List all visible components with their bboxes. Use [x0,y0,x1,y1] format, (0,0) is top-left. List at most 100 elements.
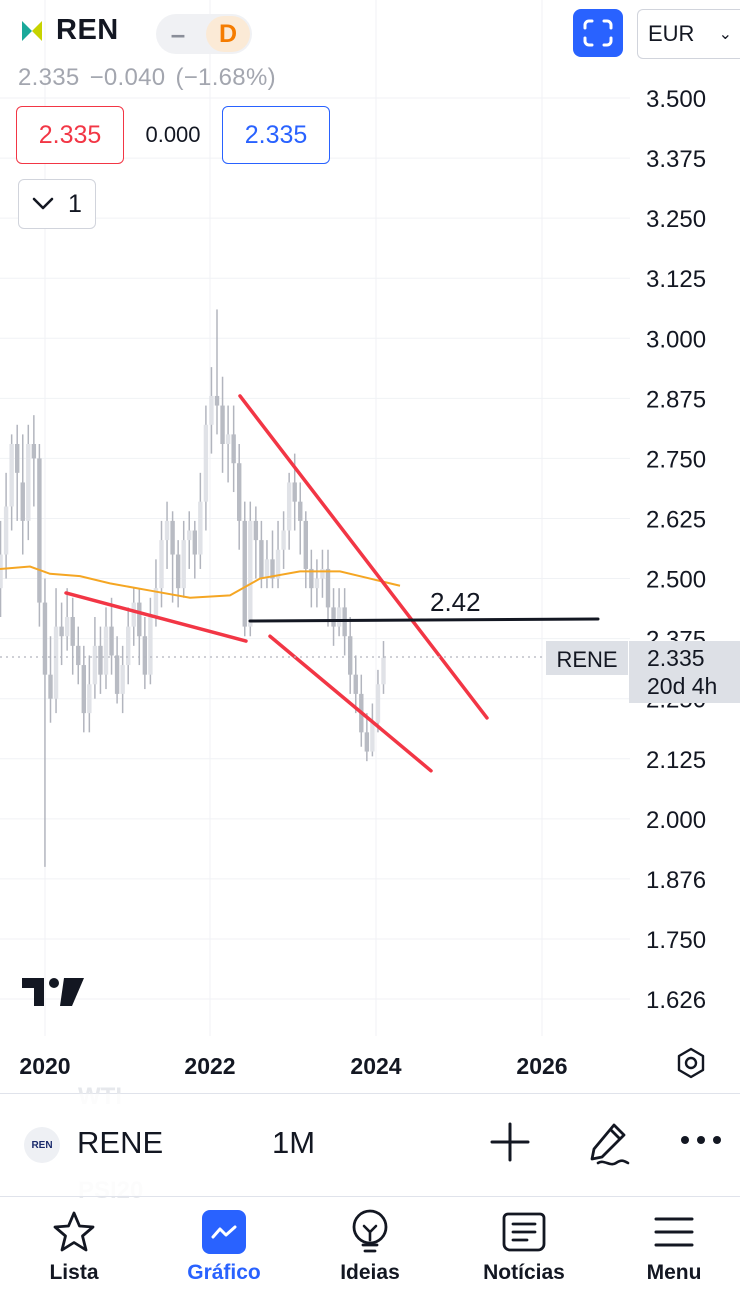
plus-icon[interactable] [489,1121,531,1168]
trendline [268,634,433,773]
candle-body [120,665,125,694]
lightbulb-icon [348,1209,392,1255]
candle-body [353,674,358,694]
candle-body [325,568,331,608]
candle-body [148,617,153,675]
buy-button[interactable]: 2.335 [222,106,330,164]
candle-body [309,568,314,589]
star-icon [51,1209,97,1255]
price-tick-label: 1.626 [646,987,706,1014]
candle-body [187,530,192,541]
candle-body [231,434,236,464]
indicators-toggle[interactable]: 1 [18,179,96,229]
more-icon[interactable] [680,1133,722,1151]
candle-body [320,568,325,579]
candle-body [248,520,253,627]
candle-body [370,722,375,752]
chevron-down-icon [32,197,54,210]
nav-item-menu[interactable]: Menu [600,1197,740,1294]
symbol-header[interactable]: REN [18,14,119,47]
candle-body [209,395,214,425]
sell-button[interactable]: 2.335 [16,106,124,164]
level-annotation-label: 2.42 [430,587,481,617]
moving-average-line [0,565,401,599]
nav-item-lista[interactable]: Lista [0,1197,148,1294]
price-tick-label: 2.625 [646,506,706,533]
chart-settings-button[interactable] [674,1046,708,1085]
candle-body [281,530,286,550]
candle-body [198,501,203,555]
candle-body [15,444,20,473]
nav-label: Notícias [483,1261,565,1284]
nav-item-noticias[interactable]: Notícias [450,1197,598,1294]
last-price: 2.335 [18,64,80,91]
currency-select[interactable]: EUR ⌄ [637,9,740,59]
candle-body [76,645,81,666]
candle-body [48,674,53,699]
interval-selector[interactable]: 1M [272,1125,316,1160]
nav-label: Ideias [340,1261,400,1284]
fullscreen-icon [583,19,613,47]
candle-body [292,482,297,502]
candle-body [109,626,114,656]
candle-body [203,424,209,502]
bottom-nav: Lista Gráfico Ideias Notícias Menu [0,1197,740,1294]
candle-body [192,530,197,555]
candle-body [70,617,75,646]
price-tick-label: 3.000 [646,326,706,353]
candle-body [303,520,308,569]
candle-body [3,506,9,555]
last-price-symbol: RENE [556,647,617,672]
fullscreen-button[interactable] [573,9,623,57]
symbol-selector[interactable]: RENE [77,1125,164,1160]
last-price-symbol-tag [546,641,628,675]
divider [0,1093,740,1094]
candle-body [331,607,336,627]
price-tick-label: 2.125 [646,747,706,774]
candle-body [126,626,131,666]
candle-body [375,684,381,723]
candle-body [237,463,242,521]
candle-body [59,626,64,637]
candle-body [137,602,142,637]
candle-body [242,520,247,627]
nav-label: Gráfico [187,1261,261,1284]
candle-body [153,588,159,618]
price-chart[interactable]: 2.42 3.500 3.375 3.250 3.125 3.000 2.875 2.750… [0,0,740,1094]
candle-body [348,636,353,675]
candle-body [264,559,270,579]
candle-body [275,549,281,579]
nav-label: Menu [646,1261,702,1284]
nav-item-grafico[interactable]: Gráfico [150,1197,298,1294]
nav-label: Lista [49,1261,99,1284]
candle-body [9,444,14,507]
candle-body [103,626,109,675]
time-tick-label: 2024 [350,1053,401,1079]
tradingview-logo-icon[interactable] [22,976,84,1013]
candle-body [159,540,164,589]
symbol-bar [0,1094,740,1196]
candle-body [20,482,25,521]
nav-item-ideias[interactable]: Ideias [296,1197,444,1294]
gear-icon [677,1047,705,1079]
chart-drawings: 2.42 [0,394,630,773]
brush-icon[interactable] [584,1119,632,1174]
candle-body [92,645,98,685]
price-axis: 3.500 3.375 3.250 3.125 3.000 2.875 2.750 2.625… [546,86,740,1014]
price-tick-label: 3.250 [646,206,706,233]
time-axis: 2020 2022 2024 2026 [19,1053,567,1079]
candle-body [131,602,136,627]
interval-pill[interactable]: – D [156,14,252,54]
price-tick-label: 3.500 [646,86,706,113]
last-price-tag [629,641,740,703]
time-tick-label: 2020 [19,1053,70,1079]
candle-body [164,520,170,541]
candle-body [114,655,120,694]
candle-body [37,458,42,603]
candle-body [42,602,48,675]
candle-body [64,617,70,637]
candle-body [364,732,370,752]
trendline [64,591,248,643]
candle-body [314,578,320,589]
candle-body [253,520,259,541]
